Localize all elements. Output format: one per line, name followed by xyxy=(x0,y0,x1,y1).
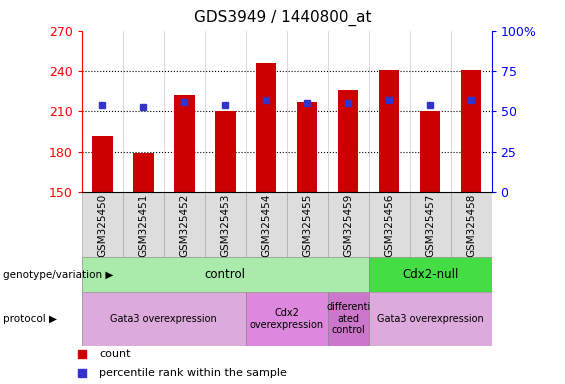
Text: Cdx2-null: Cdx2-null xyxy=(402,268,458,281)
Bar xyxy=(369,292,492,346)
Bar xyxy=(328,292,369,346)
Bar xyxy=(82,257,369,292)
Bar xyxy=(297,102,318,192)
Bar xyxy=(287,192,328,257)
Bar xyxy=(379,70,399,192)
Bar xyxy=(205,192,246,257)
Bar xyxy=(123,192,164,257)
Text: GSM325450: GSM325450 xyxy=(97,194,107,257)
Bar xyxy=(246,192,287,257)
Text: Gata3 overexpression: Gata3 overexpression xyxy=(111,314,217,324)
Bar xyxy=(92,136,112,192)
Text: GSM325455: GSM325455 xyxy=(302,194,312,257)
Bar xyxy=(410,192,451,257)
Text: GSM325459: GSM325459 xyxy=(343,194,353,257)
Text: GSM325456: GSM325456 xyxy=(384,194,394,257)
Bar xyxy=(256,63,276,192)
Text: GSM325457: GSM325457 xyxy=(425,194,435,257)
Bar xyxy=(338,90,358,192)
Text: count: count xyxy=(99,349,131,359)
Text: control: control xyxy=(205,268,246,281)
Bar xyxy=(215,111,236,192)
Bar xyxy=(420,111,440,192)
Bar xyxy=(82,192,123,257)
Text: protocol ▶: protocol ▶ xyxy=(3,314,57,324)
Text: genotype/variation ▶: genotype/variation ▶ xyxy=(3,270,113,280)
Text: percentile rank within the sample: percentile rank within the sample xyxy=(99,368,287,378)
Bar xyxy=(369,257,492,292)
Bar xyxy=(174,95,194,192)
Text: differenti
ated
control: differenti ated control xyxy=(326,302,370,335)
Text: GSM325453: GSM325453 xyxy=(220,194,231,257)
Bar xyxy=(451,192,492,257)
Bar xyxy=(328,192,369,257)
Bar xyxy=(246,292,328,346)
Text: GSM325454: GSM325454 xyxy=(261,194,271,257)
Text: GSM325452: GSM325452 xyxy=(179,194,189,257)
Text: GSM325458: GSM325458 xyxy=(466,194,476,257)
Bar xyxy=(369,192,410,257)
Bar xyxy=(133,153,154,192)
Bar xyxy=(461,70,481,192)
Text: GSM325451: GSM325451 xyxy=(138,194,149,257)
Text: Gata3 overexpression: Gata3 overexpression xyxy=(377,314,484,324)
Bar xyxy=(164,192,205,257)
Bar xyxy=(82,292,246,346)
Text: GDS3949 / 1440800_at: GDS3949 / 1440800_at xyxy=(194,10,371,26)
Text: Cdx2
overexpression: Cdx2 overexpression xyxy=(250,308,324,329)
